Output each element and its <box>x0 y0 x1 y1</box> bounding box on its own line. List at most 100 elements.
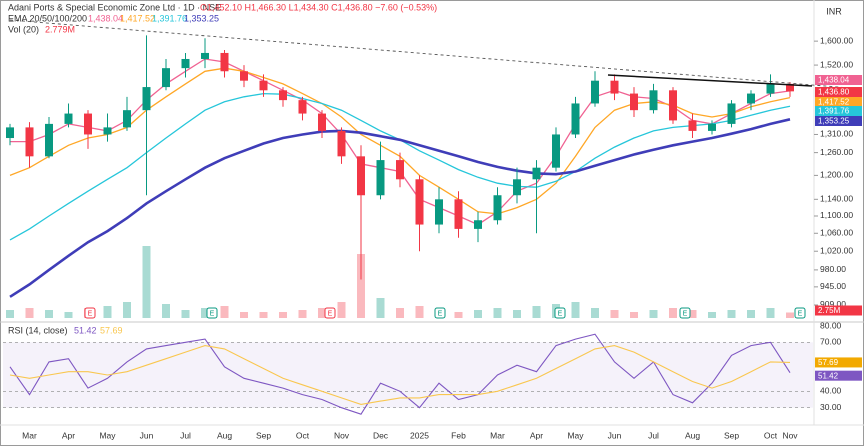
candle-body <box>357 156 365 196</box>
volume-bar <box>786 312 794 318</box>
ema-marker <box>815 106 862 116</box>
candle-body <box>6 127 14 139</box>
candle-body <box>298 100 307 114</box>
volume-bar <box>513 310 521 318</box>
volume-bar <box>201 308 209 318</box>
event-label: E <box>88 310 93 317</box>
volume-bar <box>766 308 775 318</box>
y-tick-label: 945.00 <box>820 281 846 291</box>
ema-line <box>9 118 791 298</box>
candle-body <box>64 113 73 124</box>
y-tick-label: 1,310.00 <box>820 129 853 139</box>
candle-body <box>454 199 463 229</box>
candle-body <box>201 52 209 59</box>
volume-legend: Vol (20) <box>8 24 39 34</box>
event-label: E <box>683 310 688 317</box>
ohlc-legend: O1,452.10 H1,466.30 L1,434.30 C1,436.80 … <box>200 2 437 12</box>
y-tick-label: 1,520.00 <box>820 59 853 69</box>
candle-body <box>669 90 677 121</box>
axes: 1,600.00 1,520.00 1,310.00 1,260.00 1,200.00… <box>22 35 862 440</box>
candle-body <box>727 103 736 124</box>
rsi-tick-label: 30.00 <box>820 402 842 412</box>
volume-bar <box>240 312 248 318</box>
volume-bar <box>376 298 385 318</box>
candle-body <box>649 90 658 111</box>
candle-body <box>766 83 775 94</box>
volume-bar <box>123 302 131 318</box>
ema-marker <box>815 97 862 107</box>
ema-legend-values: 1,438.041,417.521,391.761,353.25 <box>88 13 219 23</box>
x-tick-label: Feb <box>451 430 466 440</box>
x-tick-label: Dec <box>373 430 389 440</box>
volume-bar <box>649 310 658 318</box>
candle-body <box>513 179 521 196</box>
y-tick-label: 1,260.00 <box>820 147 853 157</box>
volume-bar <box>279 312 287 318</box>
volume-bar <box>298 310 307 318</box>
rsi-marker <box>815 370 862 381</box>
ema-legend-value: 1,353.25 <box>184 13 219 23</box>
ema-legend-value: 1,391.76 <box>152 13 187 23</box>
rsi-ma-marker <box>815 357 862 368</box>
event-flag <box>794 307 806 319</box>
candle-body <box>240 71 248 81</box>
volume-bar <box>259 312 268 318</box>
volume-marker-label: 2.75M <box>818 306 841 315</box>
candle-body <box>630 93 638 111</box>
candle-body <box>474 220 482 229</box>
trend-line-dashed <box>9 19 863 90</box>
volume-ma-value: 2.779M <box>45 24 75 34</box>
x-tick-label: Mar <box>490 430 505 440</box>
x-tick-label: Jul <box>648 430 659 440</box>
x-tick-label: Jul <box>180 430 191 440</box>
rsi-ma-line <box>9 345 791 405</box>
event-label: E <box>210 310 215 317</box>
event-flag <box>206 307 218 319</box>
event-flag <box>679 307 691 319</box>
volume-bar <box>532 306 541 318</box>
volume-bar <box>142 246 151 318</box>
candle-body <box>493 195 502 221</box>
volume-bar <box>454 312 463 318</box>
volume-bar <box>630 312 638 318</box>
y-tick-label: 1,600.00 <box>820 35 853 45</box>
candle-body <box>747 93 755 104</box>
volume-bar <box>708 312 716 318</box>
volume-bar <box>591 308 599 318</box>
x-tick-label: Nov <box>782 430 798 440</box>
candle-body <box>591 80 599 104</box>
volume-bar <box>357 254 365 318</box>
ema-marker-label: 1,417.52 <box>818 98 850 107</box>
candle-body <box>435 199 443 225</box>
rsi-line <box>9 333 791 415</box>
price-marker-label: 1,436.80 <box>818 88 850 97</box>
ema-marker-label: 1,438.04 <box>818 76 850 85</box>
rsi-tick-label: 40.00 <box>820 386 842 396</box>
ema-marker <box>815 75 862 85</box>
x-tick-label: Jun <box>140 430 154 440</box>
volume-bar <box>610 310 619 318</box>
chart-title: Adani Ports & Special Economic Zone Ltd … <box>8 2 221 12</box>
y-tick-label: 980.00 <box>820 264 846 274</box>
volume-marker <box>815 305 862 316</box>
rsi-legend-value: 51.42 <box>74 325 97 335</box>
candle-body <box>396 160 404 180</box>
candle-body <box>220 52 229 72</box>
ema-legend-value: 1,438.04 <box>88 13 123 23</box>
rsi-legend-values: 51.42 57.69 <box>74 325 123 335</box>
candle-body <box>123 110 131 128</box>
candle-body <box>786 83 794 92</box>
candle-body <box>376 160 385 196</box>
volume-bar <box>162 304 170 318</box>
volume-bar <box>103 306 112 318</box>
volume-bar <box>571 302 580 318</box>
currency: INR <box>826 6 842 16</box>
volume-bar <box>6 310 14 318</box>
trend-line <box>607 74 813 87</box>
x-tick-label: Oct <box>296 430 310 440</box>
x-tick-label: May <box>567 430 584 440</box>
volume-bar <box>64 312 73 318</box>
event-label: E <box>438 310 443 317</box>
